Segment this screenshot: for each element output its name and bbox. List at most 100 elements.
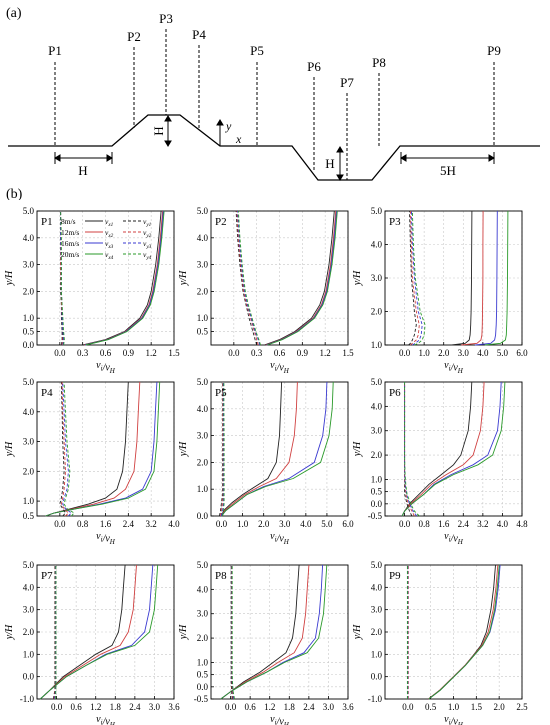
series-vy-12m-s [236, 210, 259, 346]
xy-axes [216, 119, 244, 147]
panel-p1: 0.0 0.3 0.6 0.9 1.2 1.5 0.0 0.5 1.0 2.0 3.0 4.0 5.0 v… [4, 206, 180, 375]
series-vy-8m-s [218, 382, 224, 517]
panel-label: P2 [215, 216, 227, 228]
series-vx-20m-s [267, 210, 338, 346]
series-vx-8m-s [220, 564, 300, 700]
series-vy-20m-s [411, 210, 426, 346]
x-tick-label: 4.8 [516, 519, 528, 529]
legend-vx-label: vx1 [105, 217, 114, 228]
probe-label-p4: P4 [192, 27, 206, 42]
y-tick-label: 5.0 [23, 560, 35, 570]
series-vx-12m-s [461, 210, 484, 346]
x-tick-label: 4.0 [497, 519, 509, 529]
x-tick-label: 0.6 [274, 348, 286, 358]
y-tick-label: 0.0 [23, 672, 35, 682]
x-tick-label: 1.5 [471, 702, 483, 712]
x-tick-label: 1.2 [90, 702, 101, 712]
x-tick-label: 0.9 [123, 348, 135, 358]
x-axis-title: vi/vH [270, 360, 290, 375]
plot-frame [210, 564, 349, 700]
y-tick-label: 4.0 [197, 233, 209, 243]
dim-h-hill-label: H [151, 126, 166, 135]
y-tick-label: 0.0 [23, 340, 35, 350]
dimension-h-valley [336, 146, 344, 181]
y-tick-label: 0.5 [197, 327, 209, 337]
series-vx-20m-s [220, 564, 328, 700]
y-axis-title: y/H [352, 624, 363, 640]
dimension-5h [400, 152, 495, 164]
x-tick-label: 2.4 [458, 519, 470, 529]
series-vx-16m-s [474, 210, 498, 346]
probe-label-p1: P1 [48, 43, 62, 58]
x-tick-label: 1.8 [284, 702, 296, 712]
x-tick-label: 1.6 [438, 519, 450, 529]
x-axis-title: vi/vH [96, 360, 116, 375]
probe-label-p3: P3 [159, 11, 173, 26]
panel-label: P5 [215, 387, 227, 399]
series-vy-12m-s [60, 381, 70, 517]
series-vy-16m-s [62, 381, 72, 517]
x-axis-title: vi/vH [96, 714, 116, 725]
y-tick-label: 3.0 [23, 605, 35, 615]
y-axis-title: y/H [352, 270, 363, 286]
y-tick-label: 3.0 [23, 437, 35, 447]
legend-speed-label: 8m/s [61, 217, 76, 226]
series-vy-16m-s [237, 210, 261, 346]
y-tick-label: -1.0 [20, 694, 35, 704]
series-vx-16m-s [221, 381, 328, 517]
y-tick-label: 4.0 [23, 582, 35, 592]
y-tick-label: 1.0 [371, 474, 383, 484]
y-tick-label: 0.0 [197, 682, 209, 692]
x-tick-label: 1.5 [342, 348, 354, 358]
panel-p3: 0.0 1.0 2.0 3.0 4.0 5.0 6.0 1.0 2.0 3.0 4.0 5.0 vi/v… [352, 206, 528, 375]
panel-a-label: (a) [6, 6, 22, 21]
series-vx-16m-s [84, 210, 164, 346]
series-vx-16m-s [45, 381, 158, 517]
plot-frame [210, 381, 349, 517]
legend-vx-label: vx3 [105, 239, 114, 250]
y-tick-label: 0.5 [23, 511, 35, 521]
y-axis-title: y/H [352, 441, 363, 457]
y-tick-label: 4.0 [197, 404, 209, 414]
legend-vy-label: vy3 [143, 239, 152, 250]
y-tick-label: -0.5 [368, 511, 383, 521]
x-tick-label: 1.2 [320, 348, 331, 358]
y-tick-label: 1.0 [197, 313, 209, 323]
y-tick-label: 5.0 [23, 377, 35, 387]
panel-p5: 0.0 1.0 2.0 3.0 4.0 5.0 6.0 0.0 1.0 2.0 3.0 4.0 5.0 v… [178, 377, 354, 546]
y-tick-label: 3.0 [371, 605, 383, 615]
y-tick-label: 2.0 [197, 286, 209, 296]
x-axis-title: vi/vH [96, 531, 116, 546]
y-tick-label: 5.0 [197, 206, 209, 216]
series-vx-12m-s [220, 564, 310, 700]
legend-vx-label: vx2 [105, 228, 114, 239]
x-tick-label: 1.8 [110, 702, 122, 712]
x-axis-title: vi/vH [444, 360, 464, 375]
series-vy-20m-s [63, 381, 75, 517]
series-vx-12m-s [84, 210, 164, 346]
y-tick-label: 5.0 [371, 377, 383, 387]
series-vy-8m-s [408, 210, 417, 346]
y-tick-label: 0.0 [197, 511, 209, 521]
x-tick-label: 0.8 [419, 519, 431, 529]
y-tick-label: 1.0 [197, 484, 209, 494]
series-vy-8m-s [59, 381, 67, 517]
y-tick-label: 5.0 [371, 206, 383, 216]
probe-lines [54, 29, 495, 180]
x-tick-label: 1.2 [146, 348, 157, 358]
x-tick-label: 0.5 [425, 702, 437, 712]
y-tick-label: 3.0 [197, 431, 209, 441]
x-tick-label: 4.0 [477, 348, 489, 358]
x-tick-label: 0.6 [245, 702, 257, 712]
legend-vy-label: vy2 [143, 228, 152, 239]
y-axis-title: y/H [178, 441, 189, 457]
y-tick-label: 5.0 [197, 560, 209, 570]
x-tick-label: 0.3 [251, 348, 263, 358]
y-tick-label: 4.0 [371, 582, 383, 592]
x-tick-label: 0.0 [225, 702, 237, 712]
series-vx-12m-s [221, 381, 298, 517]
plot-frame [384, 381, 523, 517]
x-tick-label: 3.2 [146, 519, 157, 529]
x-tick-label: 3.0 [458, 348, 470, 358]
y-tick-label: 2.0 [23, 627, 35, 637]
